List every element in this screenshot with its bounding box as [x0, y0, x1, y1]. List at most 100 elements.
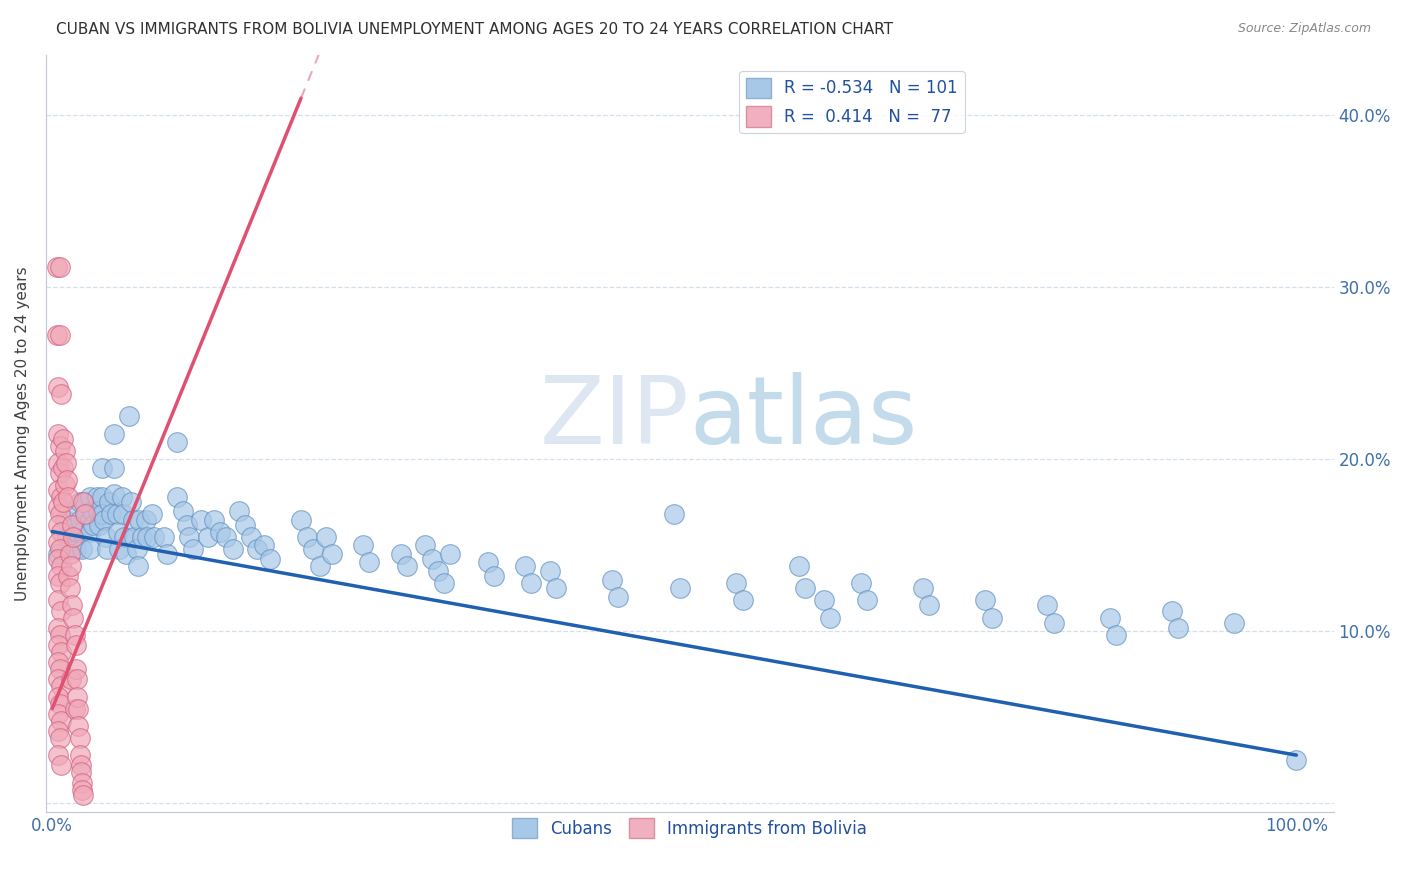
Cubans [105, 508, 128, 522]
Immigrants from Bolivia [48, 697, 70, 711]
Cubans [125, 541, 148, 556]
Immigrants from Bolivia [48, 748, 70, 763]
Immigrants from Bolivia [60, 599, 83, 613]
Text: Source: ZipAtlas.com: Source: ZipAtlas.com [1237, 22, 1371, 36]
Cubans [221, 541, 243, 556]
Cubans [426, 564, 449, 578]
Immigrants from Bolivia [53, 478, 76, 492]
Cubans [134, 512, 156, 526]
Cubans [290, 512, 312, 526]
Immigrants from Bolivia [48, 569, 70, 583]
Cubans [79, 541, 101, 556]
Cubans [389, 547, 412, 561]
Cubans [321, 547, 343, 561]
Cubans [82, 517, 104, 532]
Cubans [111, 490, 134, 504]
Immigrants from Bolivia [48, 638, 70, 652]
Immigrants from Bolivia [73, 508, 96, 522]
Cubans [108, 541, 131, 556]
Immigrants from Bolivia [48, 508, 70, 522]
Cubans [114, 547, 136, 561]
Cubans [912, 582, 935, 596]
Immigrants from Bolivia [70, 782, 93, 797]
Cubans [80, 504, 103, 518]
Immigrants from Bolivia [46, 328, 69, 343]
Immigrants from Bolivia [49, 387, 72, 401]
Cubans [66, 524, 89, 539]
Cubans [63, 504, 86, 518]
Immigrants from Bolivia [65, 638, 87, 652]
Cubans [197, 530, 219, 544]
Immigrants from Bolivia [69, 748, 91, 763]
Immigrants from Bolivia [62, 610, 84, 624]
Cubans [135, 530, 157, 544]
Cubans [190, 512, 212, 526]
Cubans [124, 530, 146, 544]
Immigrants from Bolivia [66, 673, 89, 687]
Immigrants from Bolivia [72, 788, 94, 802]
Cubans [143, 530, 166, 544]
Cubans [1161, 604, 1184, 618]
Immigrants from Bolivia [48, 483, 70, 498]
Text: CUBAN VS IMMIGRANTS FROM BOLIVIA UNEMPLOYMENT AMONG AGES 20 TO 24 YEARS CORRELAT: CUBAN VS IMMIGRANTS FROM BOLIVIA UNEMPLO… [56, 22, 893, 37]
Cubans [433, 576, 456, 591]
Cubans [297, 530, 319, 544]
Immigrants from Bolivia [48, 438, 70, 452]
Cubans [1285, 753, 1308, 767]
Immigrants from Bolivia [49, 714, 72, 728]
Cubans [91, 461, 114, 475]
Immigrants from Bolivia [65, 662, 87, 676]
Immigrants from Bolivia [56, 473, 79, 487]
Immigrants from Bolivia [70, 775, 93, 789]
Immigrants from Bolivia [72, 495, 94, 509]
Cubans [69, 512, 91, 526]
Immigrants from Bolivia [48, 706, 70, 721]
Cubans [725, 576, 748, 591]
Cubans [75, 508, 97, 522]
Cubans [53, 512, 76, 526]
Immigrants from Bolivia [48, 593, 70, 607]
Immigrants from Bolivia [49, 490, 72, 504]
Cubans [153, 530, 176, 544]
Immigrants from Bolivia [69, 765, 91, 780]
Cubans [96, 541, 118, 556]
Immigrants from Bolivia [48, 534, 70, 549]
Immigrants from Bolivia [59, 558, 82, 573]
Cubans [253, 538, 276, 552]
Cubans [87, 504, 110, 518]
Immigrants from Bolivia [49, 604, 72, 618]
Cubans [181, 541, 204, 556]
Cubans [215, 530, 238, 544]
Cubans [544, 582, 567, 596]
Cubans [91, 508, 114, 522]
Immigrants from Bolivia [53, 443, 76, 458]
Cubans [166, 435, 188, 450]
Immigrants from Bolivia [46, 260, 69, 274]
Cubans [59, 541, 82, 556]
Immigrants from Bolivia [67, 719, 90, 733]
Immigrants from Bolivia [59, 547, 82, 561]
Cubans [70, 541, 93, 556]
Cubans [856, 593, 879, 607]
Cubans [233, 517, 256, 532]
Cubans [538, 564, 561, 578]
Cubans [89, 517, 111, 532]
Immigrants from Bolivia [48, 500, 70, 515]
Cubans [395, 558, 418, 573]
Cubans [246, 541, 269, 556]
Cubans [240, 530, 263, 544]
Immigrants from Bolivia [49, 758, 72, 772]
Cubans [98, 495, 121, 509]
Immigrants from Bolivia [48, 541, 70, 556]
Cubans [103, 426, 125, 441]
Immigrants from Bolivia [52, 461, 75, 475]
Cubans [607, 590, 630, 604]
Immigrants from Bolivia [63, 628, 86, 642]
Cubans [122, 512, 145, 526]
Cubans [93, 512, 115, 526]
Immigrants from Bolivia [48, 621, 70, 635]
Cubans [787, 558, 810, 573]
Cubans [813, 593, 835, 607]
Cubans [100, 508, 122, 522]
Cubans [308, 558, 330, 573]
